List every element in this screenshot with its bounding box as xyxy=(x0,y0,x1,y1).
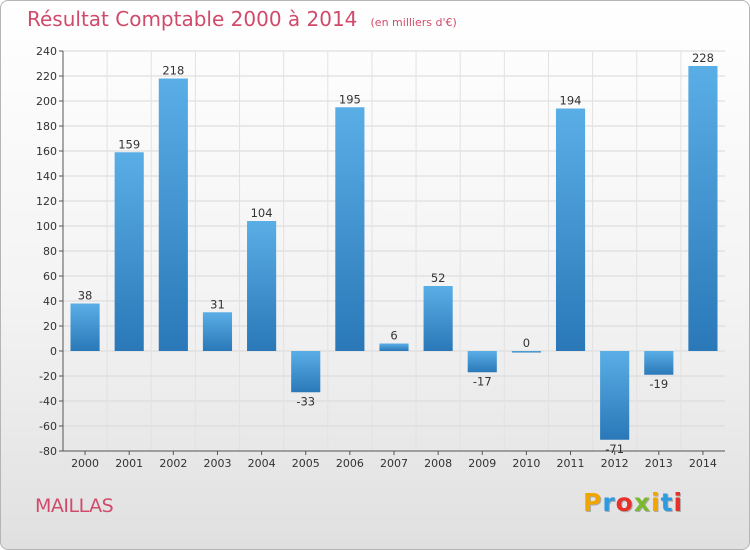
data-label: -17 xyxy=(473,374,492,388)
y-tick-label: 80 xyxy=(43,245,57,258)
x-tick-label: 2012 xyxy=(601,457,629,470)
data-label: 195 xyxy=(339,92,361,106)
x-tick-label: 2013 xyxy=(645,457,673,470)
logo-letter: i xyxy=(673,488,684,517)
bar xyxy=(511,351,541,353)
x-tick-label: 2011 xyxy=(557,457,585,470)
y-tick-label: 40 xyxy=(43,295,57,308)
data-label: 38 xyxy=(78,289,93,303)
data-label: 104 xyxy=(251,206,273,220)
logo-letter: i xyxy=(651,488,661,517)
data-label: -33 xyxy=(296,394,315,408)
data-label: 31 xyxy=(210,297,225,311)
data-label: -19 xyxy=(649,377,668,391)
chart-subtitle: (en milliers d'€) xyxy=(370,16,457,29)
bar xyxy=(291,351,321,393)
x-tick-label: 2014 xyxy=(689,457,717,470)
logo-letter: P xyxy=(583,488,603,517)
x-tick-label: 2000 xyxy=(71,457,99,470)
bar xyxy=(423,286,453,351)
y-tick-label: 20 xyxy=(43,320,57,333)
x-tick-label: 2003 xyxy=(203,457,231,470)
bar xyxy=(644,351,674,375)
data-label: 159 xyxy=(118,137,140,151)
x-tick-label: 2007 xyxy=(380,457,408,470)
data-label: 6 xyxy=(390,329,397,343)
logo-letter: o xyxy=(615,488,634,517)
bar xyxy=(688,66,718,351)
data-label: 0 xyxy=(523,336,530,350)
y-tick-label: 140 xyxy=(36,170,57,183)
bar xyxy=(555,108,586,351)
y-tick-label: -80 xyxy=(39,445,57,458)
x-tick-label: 2008 xyxy=(424,457,452,470)
bar xyxy=(114,152,144,351)
proxiti-logo: Proxiti xyxy=(583,488,683,517)
data-label: 52 xyxy=(431,271,446,285)
bar xyxy=(467,351,497,373)
x-tick-label: 2006 xyxy=(336,457,364,470)
chart-title-block: Résultat Comptable 2000 à 2014 (en milli… xyxy=(27,7,457,31)
y-tick-label: 120 xyxy=(36,195,57,208)
y-tick-label: -40 xyxy=(39,395,57,408)
x-tick-label: 2002 xyxy=(159,457,187,470)
data-label: 218 xyxy=(162,64,184,78)
x-tick-label: 2009 xyxy=(468,457,496,470)
bar xyxy=(379,343,409,351)
y-tick-label: 180 xyxy=(36,120,57,133)
data-label: 194 xyxy=(560,94,582,108)
y-tick-label: -60 xyxy=(39,420,57,433)
y-tick-label: 220 xyxy=(36,70,57,83)
bar xyxy=(247,221,277,351)
data-label: -71 xyxy=(605,442,624,456)
y-tick-label: 160 xyxy=(36,145,57,158)
y-tick-label: 0 xyxy=(50,345,57,358)
x-tick-label: 2005 xyxy=(292,457,320,470)
bar xyxy=(202,312,233,351)
logo-letter: r xyxy=(602,488,616,517)
x-tick-label: 2001 xyxy=(115,457,143,470)
y-tick-label: 240 xyxy=(36,45,57,58)
y-tick-label: 60 xyxy=(43,270,57,283)
bar xyxy=(335,107,365,351)
y-tick-label: 100 xyxy=(36,220,57,233)
chart-title: Résultat Comptable 2000 à 2014 xyxy=(27,7,358,31)
bar xyxy=(158,78,188,351)
logo-letter: x xyxy=(633,488,651,517)
x-tick-label: 2004 xyxy=(248,457,276,470)
y-tick-label: 200 xyxy=(36,95,57,108)
data-label: 228 xyxy=(692,51,714,65)
commune-name: MAILLAS xyxy=(35,495,114,517)
x-tick-label: 2010 xyxy=(512,457,540,470)
bar xyxy=(600,351,630,440)
y-tick-label: -20 xyxy=(39,370,57,383)
bar xyxy=(70,303,100,351)
logo-letter: t xyxy=(660,488,674,517)
